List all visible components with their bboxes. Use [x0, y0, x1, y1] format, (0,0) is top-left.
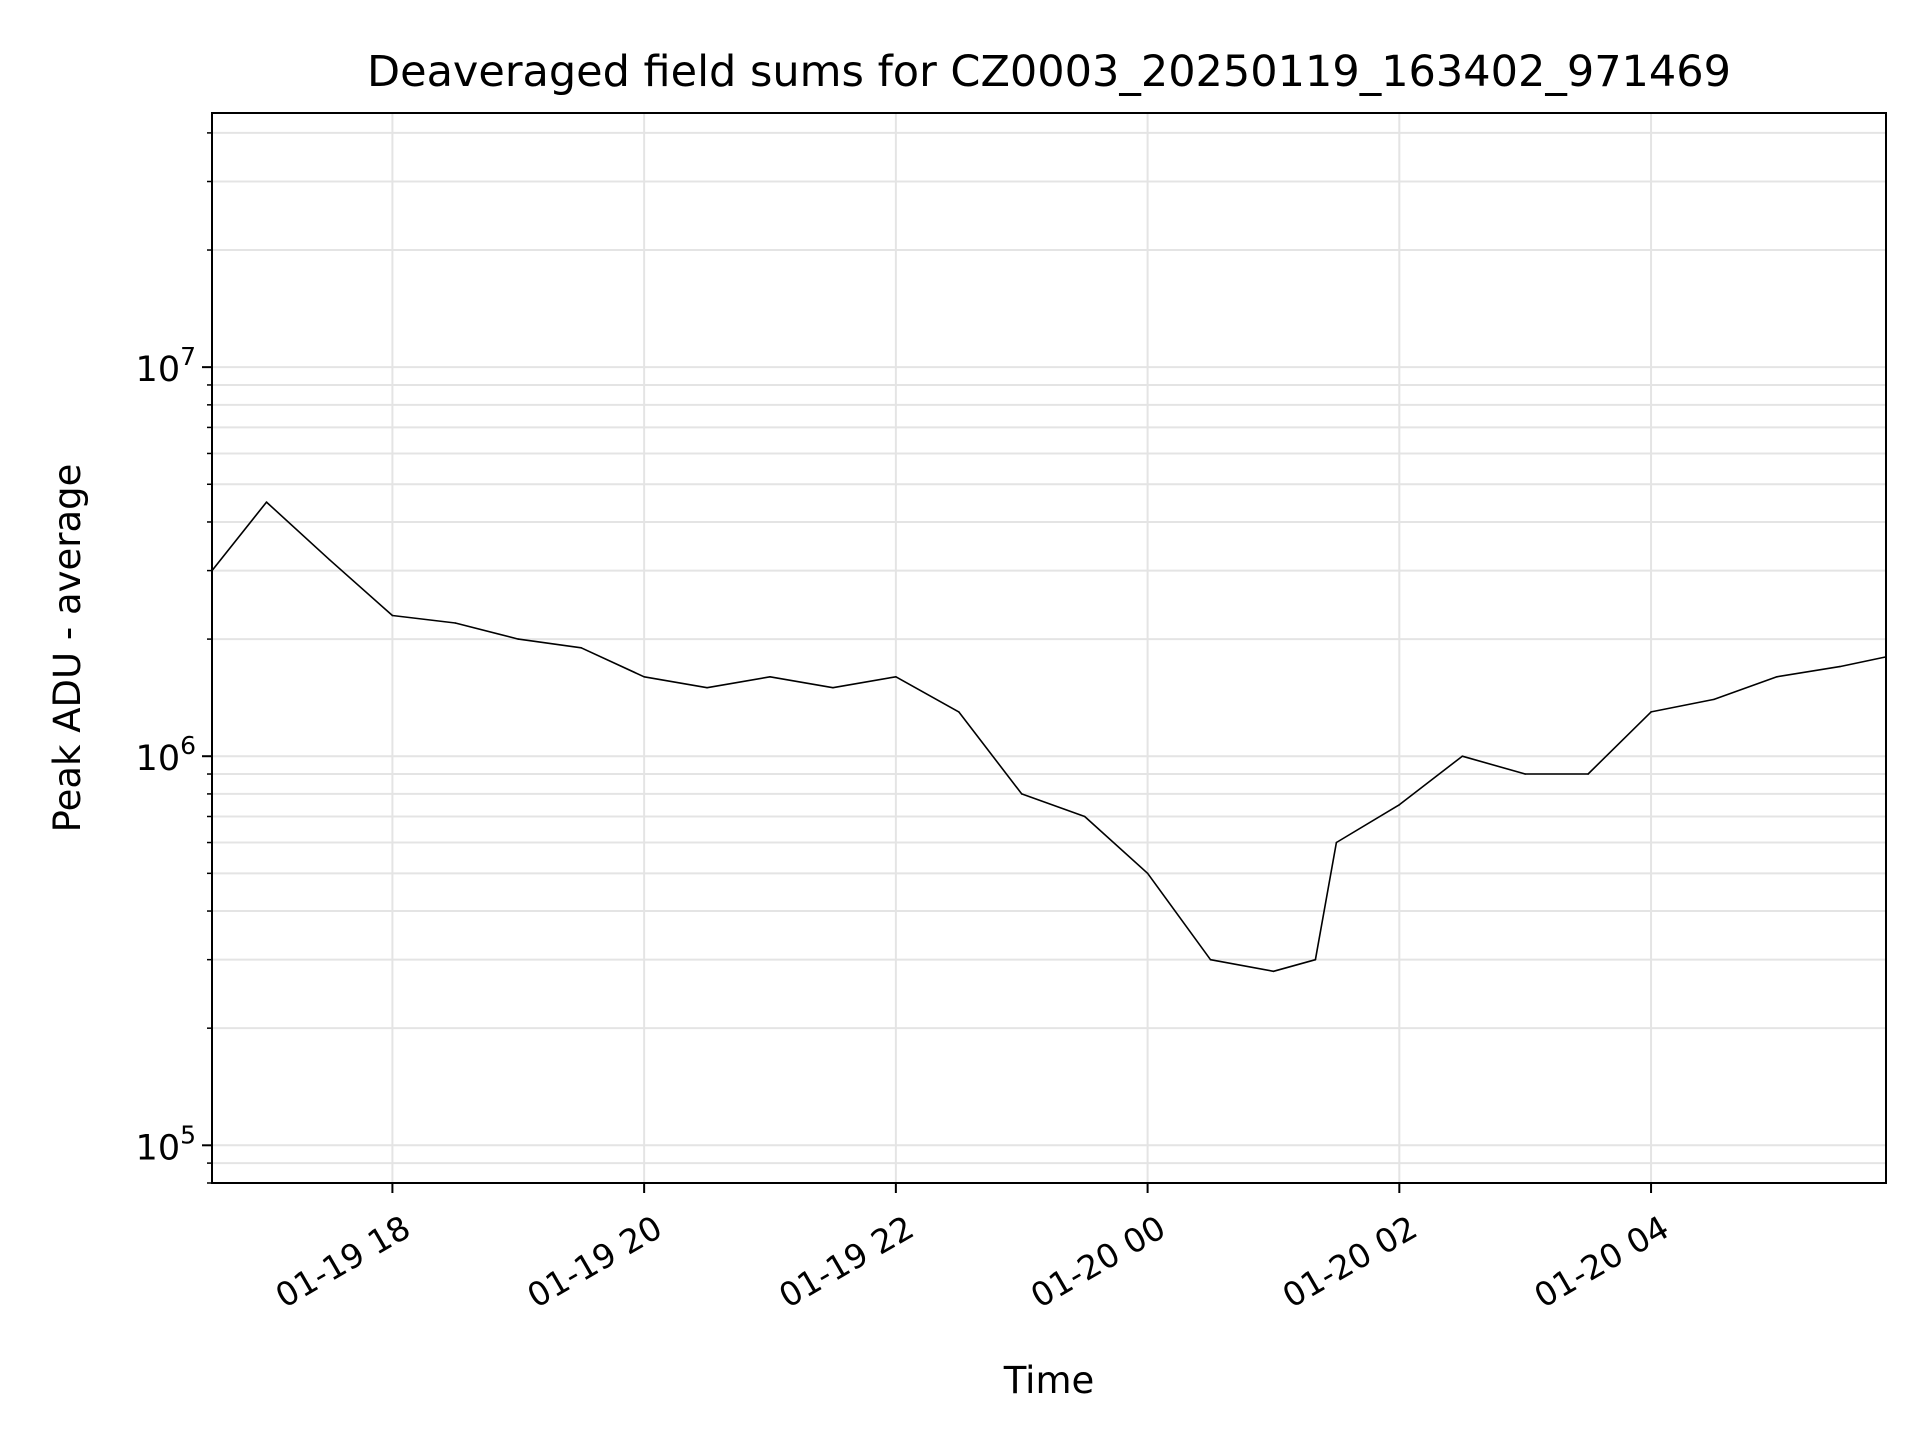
data-point [454, 622, 457, 624]
data-point [265, 501, 268, 503]
plot-frame [211, 112, 1887, 1184]
y-tick-label: 106 [136, 731, 196, 779]
data-point [1146, 872, 1149, 875]
x-axis-label: Time [1003, 1359, 1095, 1402]
y-tick-label-exponent: 5 [180, 1120, 196, 1149]
chart-title: Deaveraged field sums for CZ0003_2025011… [367, 47, 1731, 97]
data-point [1839, 665, 1841, 668]
data-point [1461, 755, 1464, 758]
data-point [1713, 698, 1715, 701]
data-point [832, 686, 834, 689]
data-point [1587, 773, 1589, 775]
y-tick-label-base: 10 [136, 739, 181, 779]
data-point [643, 676, 645, 678]
y-tick-label: 107 [136, 342, 196, 390]
data-point [706, 686, 708, 689]
y-tick-label-base: 10 [136, 350, 181, 390]
data-point [957, 711, 960, 713]
data-point [1209, 958, 1212, 961]
y-tick-label-exponent: 7 [180, 342, 196, 371]
data-point [328, 558, 331, 561]
grid [212, 113, 1886, 1184]
data-point [1020, 793, 1023, 795]
data-point [1398, 804, 1401, 806]
data-point [1335, 841, 1338, 844]
data-point [1524, 773, 1526, 775]
y-tick-label: 105 [136, 1120, 196, 1168]
series-line [211, 501, 1887, 973]
data-point [580, 646, 583, 649]
y-axis-label: Peak ADU - average [46, 464, 89, 833]
data-point [1272, 970, 1275, 973]
data-point [1650, 711, 1652, 713]
data-point [1083, 815, 1086, 818]
data-point [769, 676, 771, 678]
data-point [517, 638, 520, 640]
y-tick-label-exponent: 6 [180, 731, 196, 760]
data-point [391, 614, 394, 617]
data-point [895, 676, 897, 678]
y-tick-label-base: 10 [136, 1128, 181, 1168]
data-point [1776, 676, 1778, 678]
data-point [1314, 958, 1317, 961]
